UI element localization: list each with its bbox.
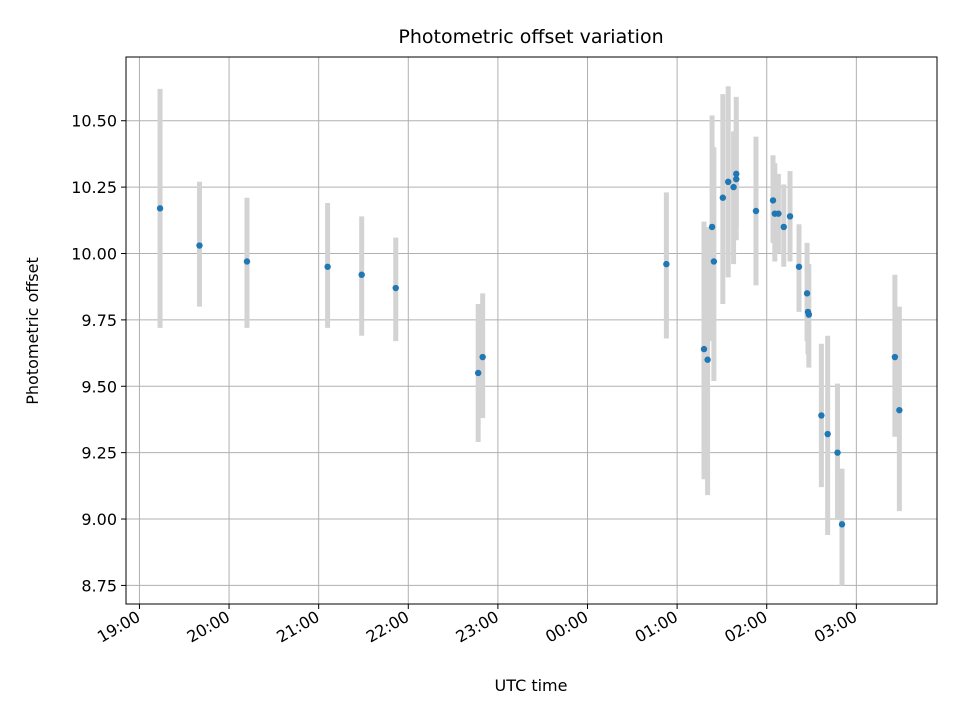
data-point (805, 311, 813, 318)
y-tick-label: 9.50 (81, 377, 117, 396)
y-axis-ticks: 8.75 9.00 9.25 9.50 9.75 10.00 10.25 10.50 (71, 112, 126, 595)
data-point (704, 356, 711, 363)
data-point (725, 178, 732, 186)
data-points (156, 170, 903, 528)
data-point (752, 207, 760, 215)
data-point (824, 430, 831, 438)
data-point (156, 205, 164, 212)
y-tick-label: 9.25 (81, 444, 117, 463)
data-point (700, 345, 708, 353)
data-point (733, 170, 740, 178)
data-point (710, 258, 718, 265)
y-tick-label: 8.75 (81, 576, 117, 595)
data-point (392, 284, 399, 292)
data-point (474, 369, 482, 377)
data-point (719, 194, 727, 201)
y-tick-label: 9.00 (81, 510, 117, 529)
data-point (818, 412, 825, 419)
grid (126, 57, 937, 604)
data-point (358, 271, 365, 278)
data-point (479, 353, 486, 361)
data-point (769, 197, 777, 204)
x-axis-label: UTC time (495, 676, 568, 695)
y-axis-label: Photometric offset (23, 257, 42, 405)
data-point (708, 223, 716, 231)
data-point (733, 175, 740, 183)
data-point (891, 353, 899, 361)
data-point (663, 260, 670, 268)
data-point (786, 213, 794, 220)
data-point (730, 183, 737, 191)
y-tick-label: 10.25 (71, 178, 117, 197)
data-point (243, 258, 251, 265)
data-point (324, 263, 331, 270)
data-point (795, 263, 803, 270)
chart-title: Photometric offset variation (398, 26, 663, 48)
data-point (838, 521, 846, 528)
data-point (196, 242, 203, 249)
data-point (834, 449, 841, 456)
y-tick-label: 10.00 (71, 244, 117, 263)
data-point (780, 223, 787, 231)
data-point (775, 210, 782, 217)
data-point (803, 290, 811, 297)
plot-frame (125, 56, 938, 605)
y-tick-label: 9.75 (81, 311, 117, 330)
data-point (896, 406, 903, 414)
y-tick-label: 10.50 (71, 112, 117, 131)
